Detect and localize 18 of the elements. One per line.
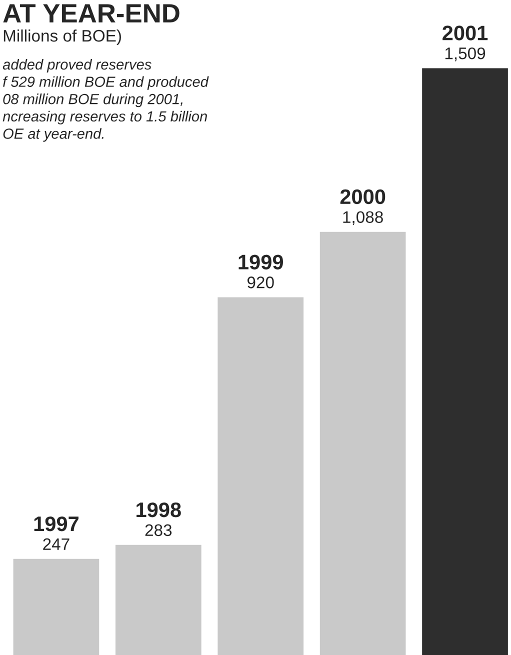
bar <box>320 232 406 655</box>
chart-subtitle: Millions of BOE) <box>4 29 121 46</box>
x-tick-label: 1998 <box>136 502 181 518</box>
x-tick-label: 2001 <box>442 26 488 40</box>
data-label: 1,509 <box>445 47 486 62</box>
data-label: 283 <box>145 524 172 536</box>
annotation: added proved reserves f 529 million BOE and produced 08 million BOE during 2001, ncreasing reserves to 1.5 billion OE at year-end. <box>2 58 209 142</box>
bar <box>218 297 304 655</box>
x-tick-label: 1999 <box>238 254 284 270</box>
x-tick-label: 1997 <box>34 516 78 532</box>
bar <box>115 544 202 655</box>
data-label: 247 <box>43 538 70 550</box>
chart-title: AT YEAR-END <box>3 4 180 22</box>
data-label: 1,088 <box>343 211 383 225</box>
data-label: 920 <box>247 276 274 288</box>
bar <box>422 68 508 655</box>
x-tick-label: 2000 <box>340 189 386 204</box>
bar <box>13 558 100 655</box>
